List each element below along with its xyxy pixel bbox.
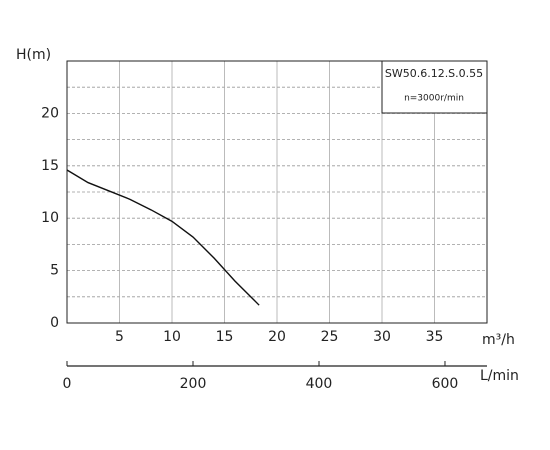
curve — [66, 169, 260, 306]
legend-box — [381, 60, 488, 114]
x-tick-label: 30 — [373, 329, 391, 345]
y-tick-label: 10 — [41, 210, 59, 226]
x-axis-label: m³/h — [482, 332, 515, 348]
x2-tick-label: 200 — [180, 376, 207, 392]
x-tick-label: 5 — [115, 329, 124, 345]
x2-tick-label: 0 — [63, 376, 72, 392]
legend-title: SW50.6.12.S.0.55 — [385, 67, 483, 80]
x2-tick-label: 600 — [432, 376, 459, 392]
x-tick-label: 35 — [426, 329, 444, 345]
x-tick-label: 20 — [268, 329, 286, 345]
x2-tick-label: 400 — [306, 376, 333, 392]
plot-frame — [66, 60, 488, 324]
y-tick-label: 5 — [50, 263, 59, 279]
y-tick-label: 15 — [41, 158, 59, 174]
y-tick-label: 0 — [50, 315, 59, 331]
x2-axis-label: L/min — [480, 368, 519, 384]
x-tick-label: 25 — [321, 329, 339, 345]
x-tick-label: 10 — [163, 329, 181, 345]
legend-subtitle: n=3000r/min — [404, 94, 464, 104]
y-axis-label: H(m) — [16, 47, 51, 63]
x-tick-label: 15 — [216, 329, 234, 345]
y-tick-label: 20 — [41, 105, 59, 121]
